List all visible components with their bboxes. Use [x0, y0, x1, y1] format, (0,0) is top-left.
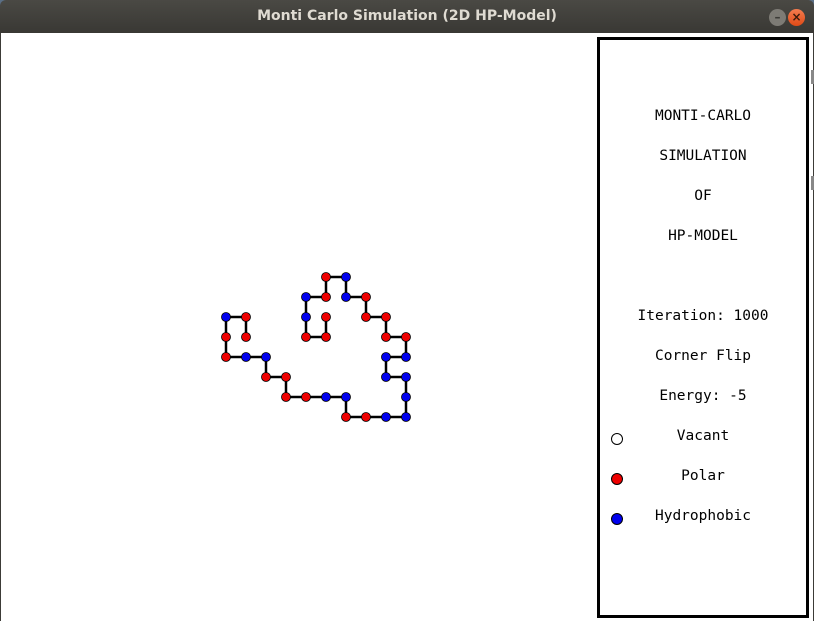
hydrophobic-residue	[381, 372, 391, 382]
polar-residue	[321, 312, 331, 322]
minimize-button[interactable]: –	[769, 9, 786, 26]
polar-residue	[241, 332, 251, 342]
polar-residue	[261, 372, 271, 382]
window-titlebar[interactable]: Monti Carlo Simulation (2D HP-Model) – ×	[0, 0, 814, 33]
hydrophobic-dot-icon	[611, 513, 623, 525]
polar-residue	[381, 332, 391, 342]
polar-residue	[381, 312, 391, 322]
close-button[interactable]: ×	[788, 9, 805, 26]
polar-residue	[321, 272, 331, 282]
hydrophobic-residue	[401, 392, 411, 402]
simulation-canvas: MONTI-CARLO SIMULATION OF HP-MODEL Itera…	[1, 33, 813, 621]
polar-residue	[341, 412, 351, 422]
chain-bonds	[224, 275, 408, 419]
hydrophobic-residue	[301, 312, 311, 322]
background-window-edge	[811, 70, 814, 84]
background-window-edge	[811, 176, 814, 190]
hydrophobic-residue	[401, 372, 411, 382]
vacant-dot-icon	[611, 433, 623, 445]
panel-heading-line-4: HP-MODEL	[668, 228, 738, 244]
polar-residue	[361, 412, 371, 422]
hp-model-lattice	[221, 272, 411, 422]
close-icon: ×	[791, 10, 802, 24]
polar-residue	[361, 292, 371, 302]
panel-heading-line-3: OF	[694, 188, 712, 204]
panel-heading-line-2: SIMULATION	[659, 148, 747, 164]
polar-residue	[281, 392, 291, 402]
hydrophobic-residue	[261, 352, 271, 362]
minimize-icon: –	[774, 10, 781, 24]
iteration-counter: Iteration: 1000	[637, 308, 769, 324]
polar-dot-icon	[611, 473, 623, 485]
polar-residue	[321, 292, 331, 302]
legend-hydrophobic-label: Hydrophobic	[654, 508, 752, 524]
hydrophobic-residue	[341, 392, 351, 402]
hydrophobic-residue	[301, 292, 311, 302]
hydrophobic-residue	[221, 312, 231, 322]
polar-residue	[241, 312, 251, 322]
energy-value: Energy: -5	[659, 388, 747, 404]
chain-residues	[221, 272, 411, 422]
polar-residue	[361, 312, 371, 322]
hydrophobic-residue	[241, 352, 251, 362]
legend-vacant-label: Vacant	[676, 428, 730, 444]
hydrophobic-residue	[341, 272, 351, 282]
panel-heading-line-1: MONTI-CARLO	[654, 108, 752, 124]
polar-residue	[301, 392, 311, 402]
polar-residue	[221, 332, 231, 342]
window-title: Monti Carlo Simulation (2D HP-Model)	[257, 8, 557, 24]
info-panel: MONTI-CARLO SIMULATION OF HP-MODEL Itera…	[597, 37, 809, 618]
polar-residue	[221, 352, 231, 362]
hydrophobic-residue	[341, 292, 351, 302]
polar-residue	[281, 372, 291, 382]
hydrophobic-residue	[321, 392, 331, 402]
hydrophobic-residue	[381, 412, 391, 422]
hydrophobic-residue	[381, 352, 391, 362]
legend-polar-label: Polar	[681, 468, 725, 484]
move-type: Corner Flip	[654, 348, 752, 364]
polar-residue	[301, 332, 311, 342]
polar-residue	[321, 332, 331, 342]
hydrophobic-residue	[401, 352, 411, 362]
polar-residue	[401, 332, 411, 342]
hydrophobic-residue	[401, 412, 411, 422]
